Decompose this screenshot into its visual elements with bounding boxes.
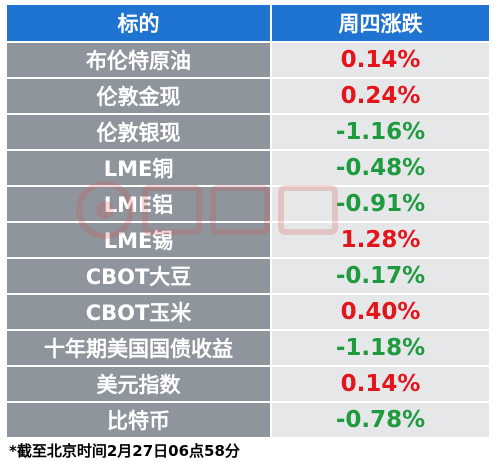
- market-table-container: 标的 周四涨跌 布伦特原油 0.14% 伦敦金现 0.24% 伦敦银现 -1.1…: [5, 3, 491, 439]
- row-change: 0.40%: [270, 293, 491, 331]
- table-row: CBOT大豆 -0.17%: [5, 257, 491, 295]
- table-row: CBOT玉米 0.40%: [5, 293, 491, 331]
- row-change: -1.16%: [270, 113, 491, 151]
- table-row: 美元指数 0.14%: [5, 365, 491, 403]
- row-change: 1.28%: [270, 221, 491, 259]
- table-header-row: 标的 周四涨跌: [5, 3, 491, 43]
- row-name: 伦敦金现: [5, 77, 272, 115]
- row-name: CBOT玉米: [5, 293, 272, 331]
- footnote: *截至北京时间2月27日06点58分: [9, 442, 240, 460]
- row-change: -0.78%: [270, 401, 491, 439]
- row-name: LME铝: [5, 185, 272, 223]
- row-name: 布伦特原油: [5, 41, 272, 79]
- table-row: LME锡 1.28%: [5, 221, 491, 259]
- market-change-table: 标的 周四涨跌 布伦特原油 0.14% 伦敦金现 0.24% 伦敦银现 -1.1…: [5, 3, 491, 439]
- row-name: 比特币: [5, 401, 272, 439]
- row-name: 十年期美国国债收益: [5, 329, 272, 367]
- row-change: -1.18%: [270, 329, 491, 367]
- row-change: 0.14%: [270, 41, 491, 79]
- row-change: -0.17%: [270, 257, 491, 295]
- table-row: 伦敦金现 0.24%: [5, 77, 491, 115]
- row-name: LME铜: [5, 149, 272, 187]
- table-row: 比特币 -0.78%: [5, 401, 491, 439]
- table-row: LME铜 -0.48%: [5, 149, 491, 187]
- table-row: 十年期美国国债收益 -1.18%: [5, 329, 491, 367]
- table-row: LME铝 -0.91%: [5, 185, 491, 223]
- row-change: -0.48%: [270, 149, 491, 187]
- row-name: 伦敦银现: [5, 113, 272, 151]
- table-row: 伦敦银现 -1.16%: [5, 113, 491, 151]
- header-thursday-change: 周四涨跌: [270, 3, 491, 43]
- row-name: LME锡: [5, 221, 272, 259]
- table-row: 布伦特原油 0.14%: [5, 41, 491, 79]
- row-change: 0.24%: [270, 77, 491, 115]
- row-name: CBOT大豆: [5, 257, 272, 295]
- row-change: -0.91%: [270, 185, 491, 223]
- header-target: 标的: [5, 3, 272, 43]
- row-name: 美元指数: [5, 365, 272, 403]
- row-change: 0.14%: [270, 365, 491, 403]
